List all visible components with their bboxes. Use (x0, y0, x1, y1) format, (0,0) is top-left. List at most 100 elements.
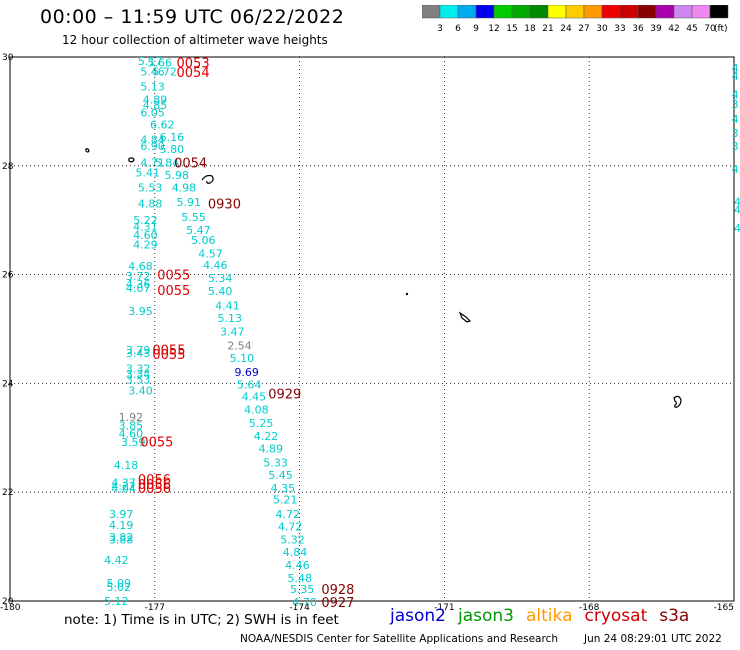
chart-subtitle: 12 hour collection of altimeter wave hei… (62, 33, 328, 47)
lat-tick-label: 30 (2, 53, 14, 63)
units-note: note: 1) Time is in UTC; 2) SWH is in fe… (64, 612, 339, 628)
swh-value: 4 (734, 196, 740, 209)
footer-timestamp: Jun 24 08:29:01 UTC 2022 (584, 633, 722, 645)
lon-tick-label: -180 (0, 603, 21, 610)
colorbar-label: 9 (473, 24, 479, 34)
swh-value: 5.13 (140, 80, 165, 93)
time-value: 0055 (140, 436, 173, 451)
swh-value: 3.95 (128, 305, 153, 318)
lat-tick-label: 24 (2, 379, 14, 389)
swh-value: 4.36 (126, 278, 151, 291)
mission-label: cryosat (584, 606, 648, 626)
swh-value: 5.55 (181, 211, 206, 224)
swh-value: 5.45 (268, 469, 293, 482)
swh-value: 5.22 (133, 214, 158, 227)
swh-value: 4.3 (732, 70, 740, 83)
lon-tick-label: -174 (289, 603, 310, 610)
swh-value: 4.31 (133, 221, 158, 234)
swh-value: 4.72 (278, 520, 303, 533)
swh-value: 4.60 (133, 229, 158, 242)
time-value: 0929 (268, 388, 301, 403)
colorbar-swatch (709, 5, 729, 19)
swh-value: 5.35 (290, 583, 315, 596)
swh-value: 4. (732, 163, 740, 176)
colorbar-label: 15 (506, 24, 517, 34)
colorbar-label: 18 (524, 24, 536, 34)
swh-value: 2.54 (227, 339, 252, 352)
time-value: 0053 (177, 56, 210, 71)
swh-value: 4 (734, 203, 740, 216)
swh-value: 1.92 (119, 411, 144, 424)
swh-value: 5.47 (186, 224, 211, 237)
colorbar-label: 21 (542, 24, 553, 34)
colorbar-label: 24 (560, 24, 572, 34)
wave-height-map: 30 28 26 24 22 20-180 -177 -174 -171 -168 -165 5.1… (0, 53, 740, 610)
swh-value: 4.07 (126, 282, 151, 295)
island-outline (128, 157, 135, 163)
swh-value: 5.98 (164, 169, 189, 182)
island-outlines (85, 148, 682, 408)
swh-value: 4.57 (198, 247, 223, 260)
swh-value: 5.64 (237, 378, 262, 391)
swh-value: 5.91 (177, 196, 202, 209)
mission-label: jason2 (390, 606, 446, 626)
colorbar-legend: 3 6 9 12 15 18 21 24 27 30 33 36 39 42 45 70(ft) (422, 5, 729, 34)
swh-value: 4.89 (143, 93, 168, 106)
swh-value: 3.82 (109, 531, 133, 544)
footer-credit: NOAA/NESDIS Center for Satellite Applica… (240, 633, 722, 645)
swh-value: 4.89 (259, 443, 284, 456)
lon-tick-label: -168 (579, 603, 600, 610)
island-outline (673, 395, 682, 408)
swh-value: 6.90 (140, 140, 165, 153)
time-value: 0055 (157, 284, 190, 299)
swh-value: 3.34 (126, 368, 151, 381)
swh-value: 5.46 (140, 66, 165, 79)
mission-legend: jason2 jason3 altika cryosat s3a (390, 606, 701, 626)
swh-value: 6.62 (150, 118, 175, 131)
colorbar-label: 33 (614, 24, 625, 34)
swh-labels: 5.175.665.465.725.134.894.856.056.626.16… (104, 55, 740, 609)
chart-title: 00:00 – 11:59 UTC 06/22/2022 (40, 6, 345, 28)
swh-value: 5.21 (273, 493, 298, 506)
swh-value: 4.70 (292, 596, 317, 609)
swh-value: 4.18 (114, 459, 139, 472)
axis-ticks: 30 28 26 24 22 20-180 -177 -174 -171 -168 -165 (0, 53, 734, 610)
swh-value: 4.7 (732, 62, 740, 75)
swh-value: 4.19 (109, 519, 133, 532)
colorbar-label: 70 (704, 24, 716, 34)
swh-value: 4.88 (138, 197, 163, 210)
swh-value: 4.04 (111, 482, 136, 495)
swh-value: 5.06 (191, 234, 216, 247)
island-outline (201, 174, 214, 184)
time-value: 0927 (321, 596, 354, 610)
swh-value: 4.22 (254, 430, 279, 443)
swh-value: 5.66 (148, 56, 173, 69)
island-outline (458, 311, 472, 323)
swh-value: 5.41 (135, 166, 160, 179)
colorbar-label: 36 (632, 24, 644, 34)
lon-tick-label: -177 (145, 603, 165, 610)
colorbar-label: 3 (437, 24, 443, 34)
lat-tick-label: 28 (2, 162, 14, 172)
swh-value: 4 (734, 222, 740, 235)
swh-value: 4.46 (285, 559, 310, 572)
time-value: 0055 (152, 344, 185, 359)
lat-tick-label: 20 (2, 597, 14, 607)
swh-value: 5.48 (288, 572, 313, 585)
swh-value: 4.37 (111, 476, 136, 489)
swh-value: 9.69 (234, 366, 259, 379)
swh-value: 5.25 (249, 417, 273, 430)
colorbar-label: 30 (596, 24, 608, 34)
swh-value: 4.22 (111, 480, 136, 493)
swh-value: 5.32 (280, 534, 305, 547)
swh-value: 4.72 (275, 508, 300, 521)
swh-value: 3.97 (109, 508, 133, 521)
swh-value: 3.79 (126, 344, 151, 357)
lon-tick-label: -171 (434, 603, 454, 610)
swh-value: 5.12 (104, 595, 128, 608)
swh-value: 4.41 (215, 300, 240, 313)
lat-tick-label: 26 (2, 271, 14, 281)
colorbar-label: 42 (668, 24, 679, 34)
island-dot (405, 292, 409, 296)
swh-value: 4.68 (128, 260, 153, 273)
